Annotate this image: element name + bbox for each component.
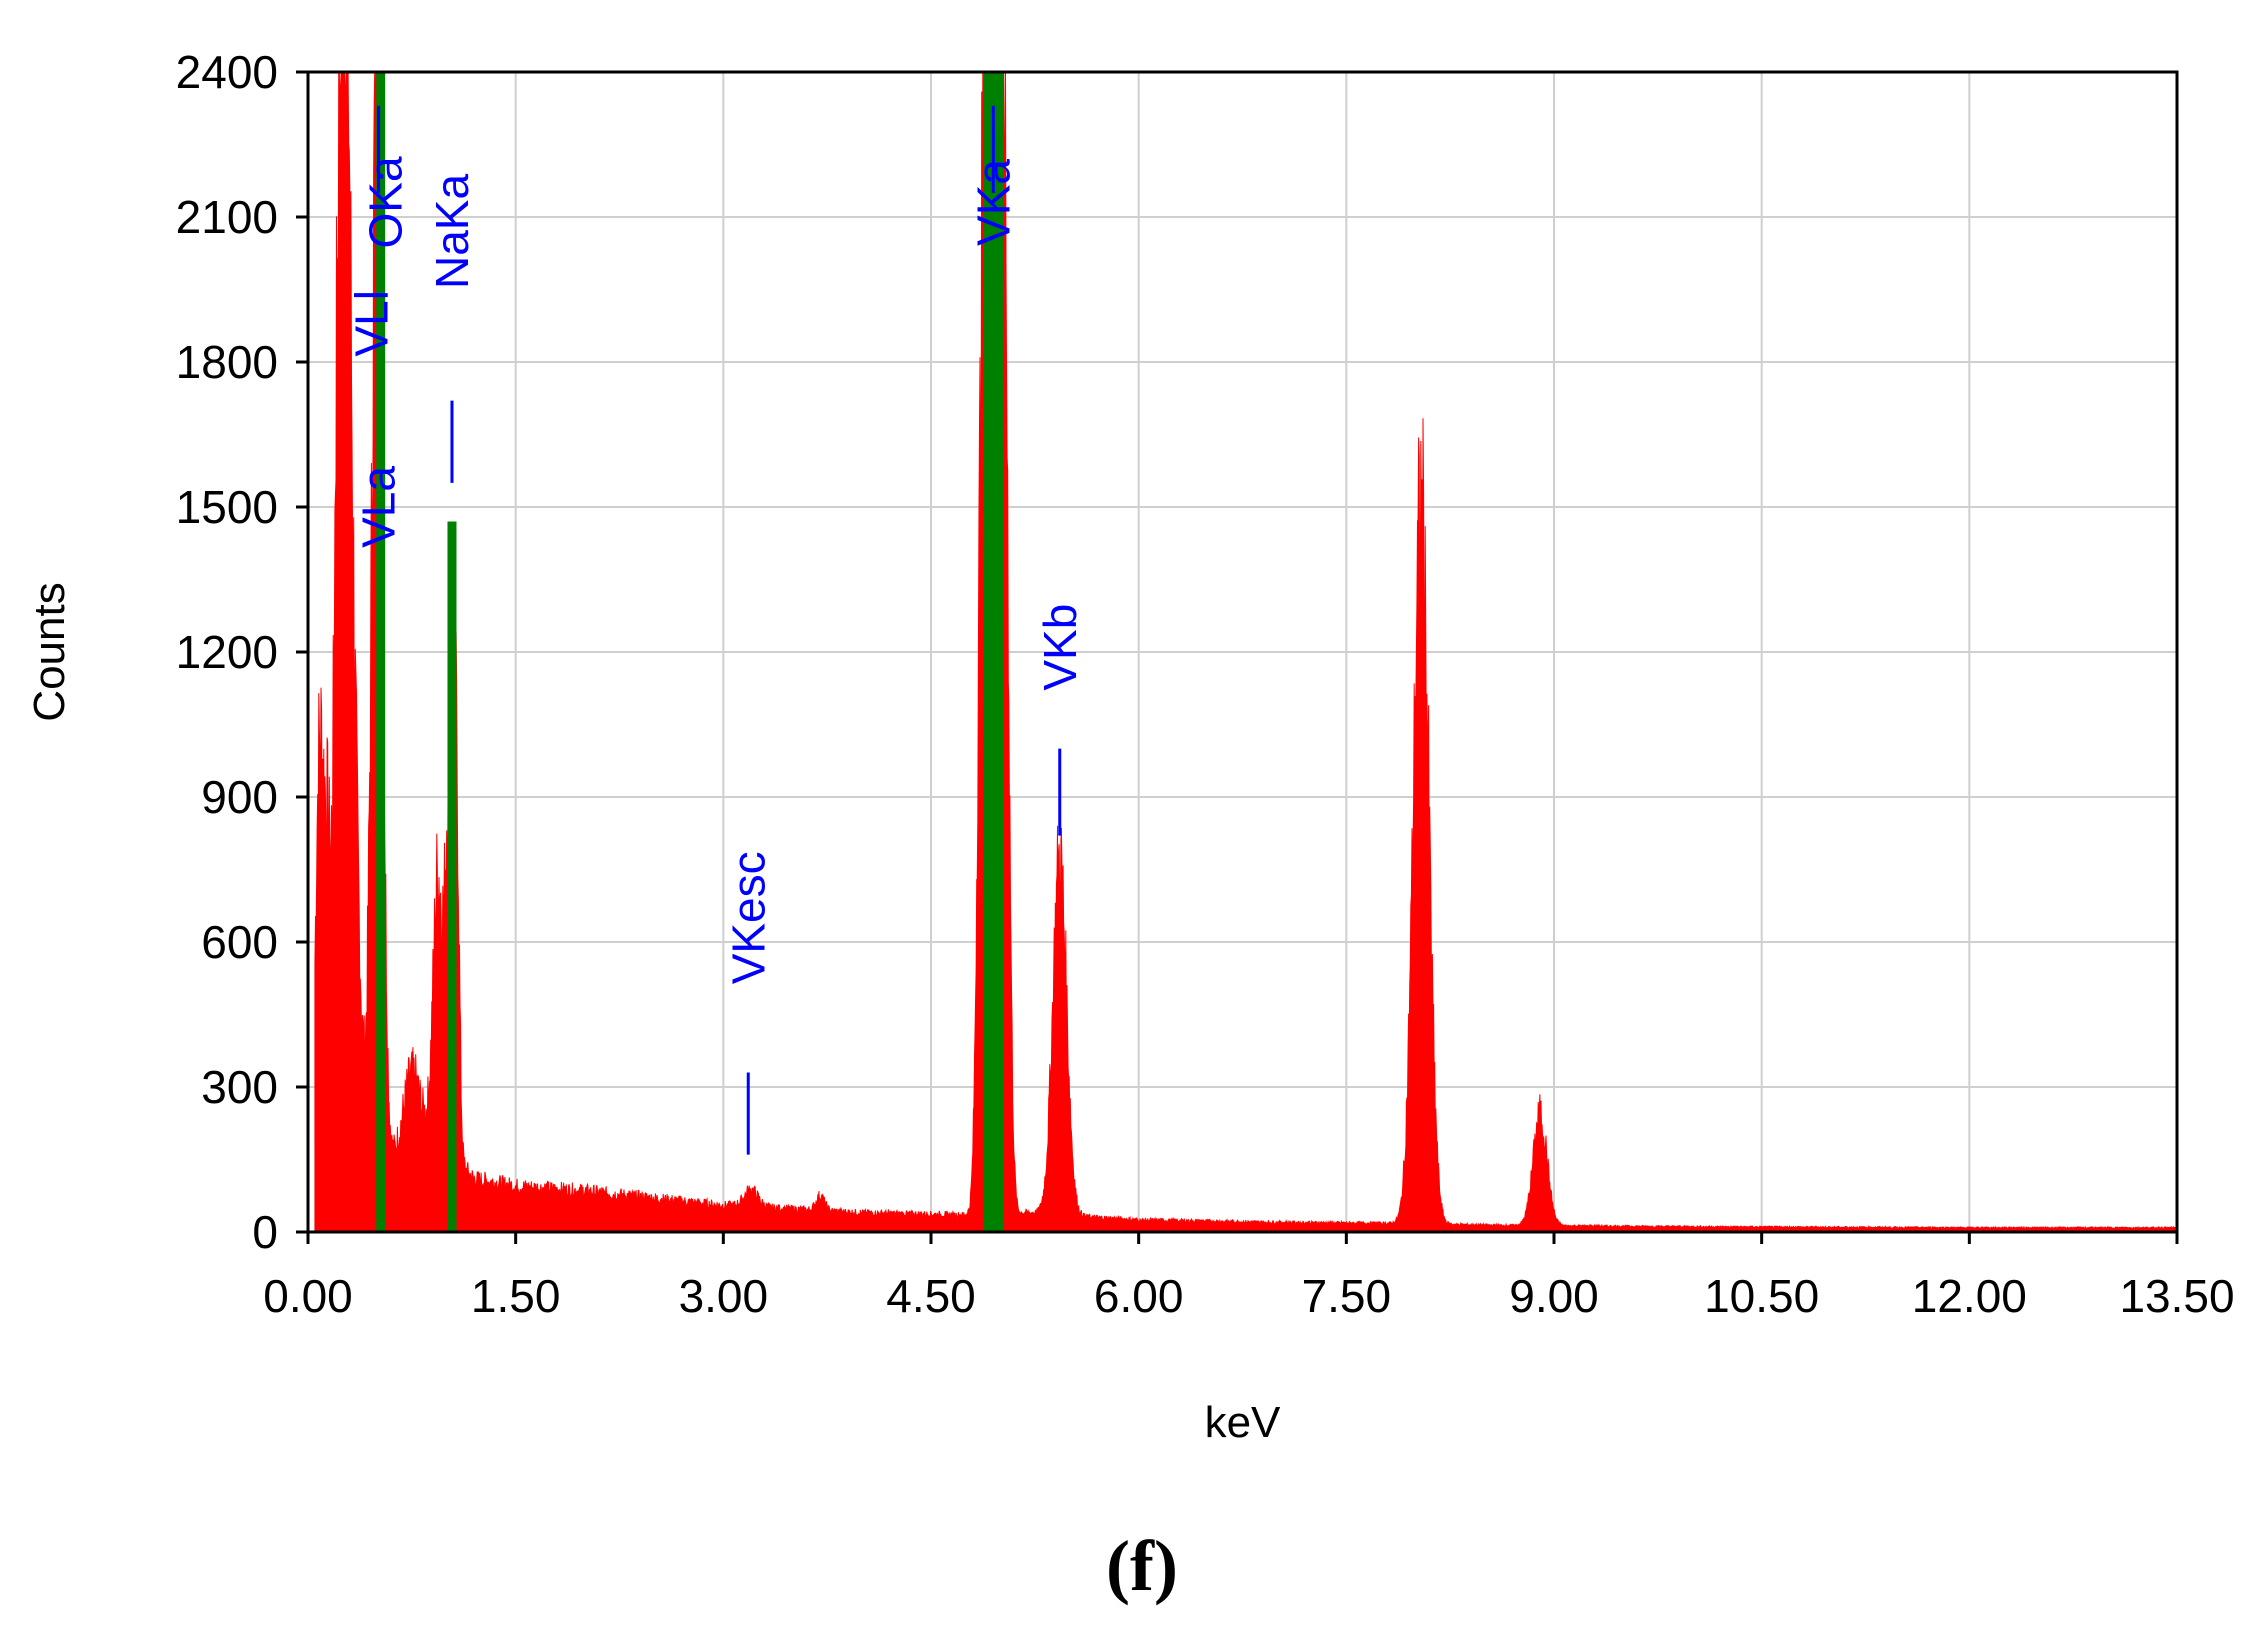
x-tick-label: 3.00 <box>679 1270 769 1322</box>
x-tick-label: 12.00 <box>1912 1270 2027 1322</box>
peak-label-vla: VLa <box>353 466 405 548</box>
peak-label-vka: VKa <box>967 159 1019 246</box>
panel-label: (f) <box>1106 1526 1178 1606</box>
peak-label-vkesc: VKesc <box>722 851 774 984</box>
x-tick-label: 4.50 <box>886 1270 976 1322</box>
y-tick-label: 1200 <box>176 626 278 678</box>
y-tick-label: 600 <box>201 916 278 968</box>
y-tick-label: 300 <box>201 1061 278 1113</box>
peak-label-vkb: VKb <box>1034 604 1086 691</box>
peak-label-oka: OKa <box>360 156 412 248</box>
x-tick-label: 0.00 <box>263 1270 353 1322</box>
y-tick-label: 1800 <box>176 336 278 388</box>
x-tick-label: 7.50 <box>1302 1270 1392 1322</box>
y-tick-label: 2100 <box>176 191 278 243</box>
y-axis-ticks: 0 300 600 900 1200 1500 1800 2100 2400 <box>176 46 308 1258</box>
y-tick-label: 2400 <box>176 46 278 98</box>
peak-annotations: VLa VLl OKa NaKa VKa VKb VKesc <box>346 105 1086 1155</box>
grid-lines <box>307 71 2178 1233</box>
x-tick-label: 13.50 <box>2119 1270 2234 1322</box>
x-axis-title: keV <box>1205 1398 1281 1447</box>
spectrum-area <box>314 71 2178 1233</box>
y-tick-label: 1500 <box>176 481 278 533</box>
x-tick-label: 9.00 <box>1509 1270 1599 1322</box>
x-tick-label: 10.50 <box>1704 1270 1819 1322</box>
spectrum-series <box>314 71 2178 1233</box>
x-axis-ticks: 0.00 1.50 3.00 4.50 6.00 7.50 9.00 10.50 12.00 13… <box>263 1232 2235 1322</box>
y-axis-title: Counts <box>25 582 74 721</box>
x-tick-label: 1.50 <box>471 1270 561 1322</box>
marker-na <box>447 521 457 1232</box>
peak-label-naka: NaKa <box>426 174 478 289</box>
marker-v <box>983 72 1004 1232</box>
peak-label-vll: VLl <box>346 290 398 356</box>
y-tick-label: 900 <box>201 771 278 823</box>
x-tick-label: 6.00 <box>1094 1270 1184 1322</box>
element-markers <box>376 72 1004 1232</box>
y-tick-label: 0 <box>252 1206 278 1258</box>
marker-o <box>376 72 386 1232</box>
